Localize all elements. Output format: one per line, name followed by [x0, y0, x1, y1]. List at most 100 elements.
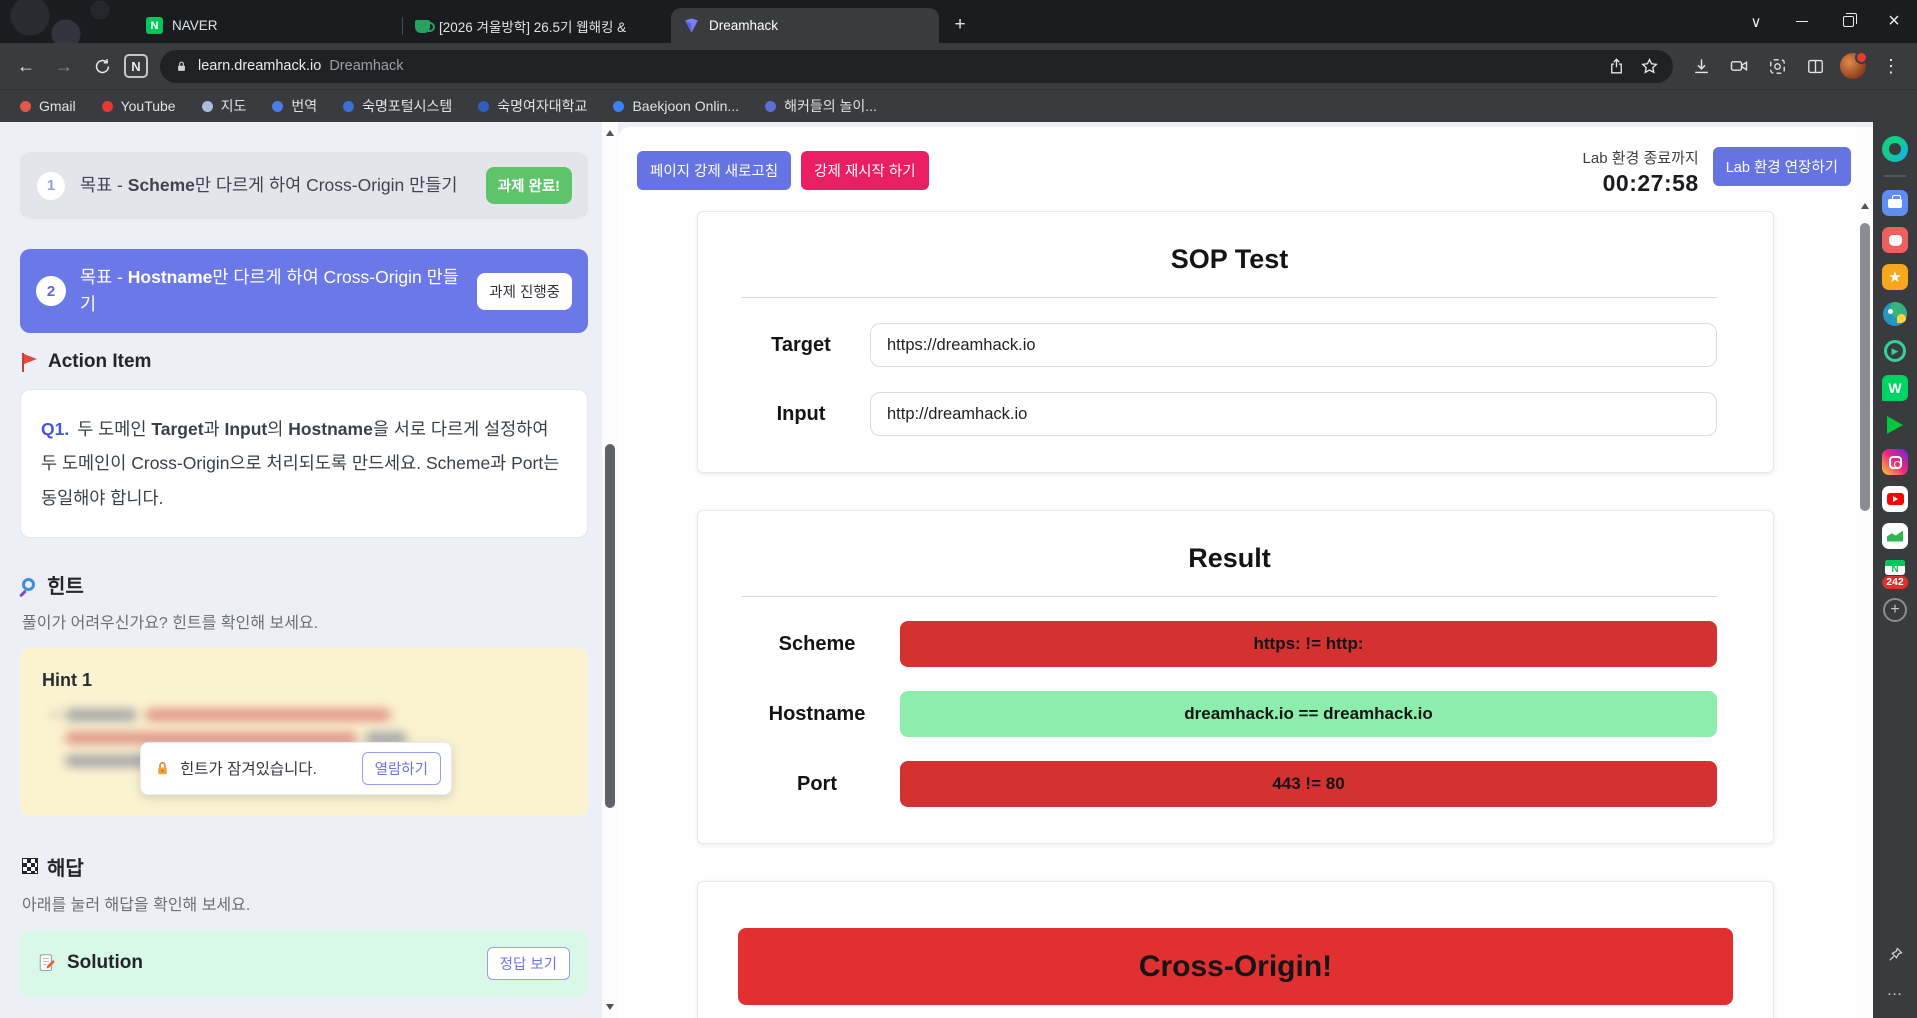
instagram-app-icon[interactable] — [1882, 449, 1908, 475]
question-card: Q1. 두 도메인 Target과 Input의 Hostname을 서로 다르게… — [20, 389, 588, 538]
task-status-badge: 과제 완료! — [485, 167, 572, 204]
tab-search-chevron-icon[interactable]: ∨ — [1750, 13, 1762, 31]
scroll-down-icon[interactable] — [602, 1000, 618, 1014]
task-number-badge: 2 — [36, 276, 66, 307]
task-number-badge: 1 — [36, 170, 66, 201]
lab-header: 페이지 강제 새로고침 강제 재시작 하기 Lab 환경 종료까지 00:27:… — [637, 147, 1851, 197]
input-input[interactable] — [870, 392, 1717, 436]
collections-icon[interactable] — [1882, 227, 1908, 253]
tab-webhacking-course[interactable]: [2026 겨울방학] 26.5기 웹해킹 & — [403, 8, 671, 43]
mail-envelope-shape: N — [1885, 560, 1905, 575]
profile-button[interactable] — [1837, 50, 1869, 82]
task-item-1[interactable]: 1 목표 - Scheme만 다르게 하여 Cross-Origin 만들기 과… — [20, 152, 588, 219]
bookmark-favicon — [20, 100, 31, 112]
sidebar-scrollbar[interactable] — [602, 122, 618, 1018]
tab-dreamhack[interactable]: Dreamhack — [671, 8, 939, 43]
bookmark-baekjoon[interactable]: Baekjoon Onlin... — [613, 98, 739, 114]
lab-main: 페이지 강제 새로고침 강제 재시작 하기 Lab 환경 종료까지 00:27:… — [618, 127, 1857, 1018]
new-tab-button[interactable]: + — [954, 14, 966, 35]
share-icon[interactable] — [1607, 57, 1626, 76]
parrot-app-icon[interactable] — [1882, 301, 1908, 327]
cross-origin-banner: Cross-Origin! — [738, 928, 1733, 1005]
answer-section-title: 해답 — [47, 857, 84, 880]
naver-tv-app-icon[interactable] — [1882, 412, 1908, 438]
bookmark-university[interactable]: 숙명여자대학교 — [478, 96, 587, 116]
downloads-button[interactable] — [1685, 50, 1717, 82]
cup-favicon — [415, 20, 435, 33]
main-scrollbar-thumb[interactable] — [1860, 223, 1870, 511]
divider — [742, 596, 1717, 597]
tab-naver[interactable]: N NAVER — [134, 8, 402, 43]
hint-section-title: 힌트 — [47, 575, 84, 598]
scroll-up-icon[interactable] — [602, 126, 618, 140]
forward-button[interactable]: → — [55, 55, 73, 76]
tab-title: [2026 겨울방학] 26.5기 웹해킹 & — [439, 19, 627, 35]
favorites-star-icon[interactable] — [1640, 57, 1659, 76]
minimize-button[interactable] — [1779, 0, 1825, 43]
target-label: Target — [771, 333, 831, 356]
browser-theme-art — [0, 0, 132, 43]
workspaces-icon[interactable] — [1882, 190, 1908, 216]
parrot-shape — [1883, 302, 1907, 326]
bookmark-label: 숙명포털시스템 — [362, 98, 453, 114]
stock-chart-app-icon[interactable] — [1882, 523, 1908, 549]
bookmark-favicon — [765, 100, 777, 112]
camera-icon — [1730, 60, 1748, 72]
sop-test-title: SOP Test — [1170, 244, 1289, 274]
view-answer-button[interactable]: 정답 보기 — [486, 946, 570, 980]
restore-icon — [1842, 13, 1857, 27]
reload-button[interactable] — [86, 50, 118, 82]
scroll-up-icon[interactable] — [1857, 199, 1873, 213]
sidebar-more-icon[interactable]: … — [1882, 978, 1908, 1004]
browser-menu-button[interactable]: ⋮ — [1882, 55, 1900, 76]
lab-panel: 페이지 강제 새로고침 강제 재시작 하기 Lab 환경 종료까지 00:27:… — [618, 127, 1873, 1018]
tab-title: NAVER — [172, 18, 218, 33]
bookmark-favicon — [201, 100, 213, 112]
answer-section-heading: 해답 — [22, 852, 588, 881]
hint-unlock-button[interactable]: 열람하기 — [361, 751, 441, 785]
youtube-app-icon[interactable] — [1882, 486, 1908, 512]
restore-button[interactable] — [1825, 0, 1871, 43]
bookmark-favicon — [101, 100, 113, 112]
web-capture-button[interactable] — [1761, 50, 1793, 82]
close-button[interactable]: × — [1888, 10, 1900, 32]
action-item-heading: Action Item — [22, 351, 588, 373]
bookmark-gmail[interactable]: Gmail — [20, 98, 76, 114]
bookmark-map[interactable]: 지도 — [201, 96, 246, 116]
sidebar-scrollbar-thumb[interactable] — [605, 444, 615, 808]
youtube-shape — [1882, 486, 1908, 512]
bookmark-label: YouTube — [120, 98, 176, 114]
bookmark-hackers[interactable]: 해커들의 놀이... — [765, 96, 877, 116]
checkered-flag-icon — [22, 858, 38, 875]
edge-sidebar: ★ ▶ W N 242 + … — [1873, 122, 1917, 1018]
favorites-icon[interactable]: ★ — [1882, 264, 1908, 290]
extend-lab-button[interactable]: Lab 환경 연장하기 — [1712, 147, 1851, 186]
scheme-label: Scheme — [778, 632, 856, 655]
camera-button[interactable] — [1723, 50, 1755, 82]
star-shape: ★ — [1882, 264, 1908, 290]
copilot-icon[interactable] — [1882, 136, 1908, 162]
play-circle-app-icon[interactable]: ▶ — [1882, 338, 1908, 364]
minimize-icon — [1796, 20, 1808, 23]
profile-avatar — [1840, 51, 1868, 79]
naver-mail-app-icon[interactable]: N 242 — [1881, 560, 1909, 590]
split-screen-button[interactable] — [1799, 50, 1831, 82]
bookmark-translate[interactable]: 번역 — [272, 96, 317, 116]
bookmark-portal[interactable]: 숙명포털시스템 — [343, 96, 452, 116]
bookmark-favicon — [272, 100, 284, 112]
bookmark-favicon — [478, 100, 490, 112]
force-reload-button[interactable]: 페이지 강제 새로고침 — [637, 151, 792, 190]
bookmark-youtube[interactable]: YouTube — [101, 98, 176, 114]
task-item-2[interactable]: 2 목표 - Hostname만 다르게 하여 Cross-Origin 만들기… — [20, 249, 588, 334]
pin-sidebar-icon[interactable] — [1882, 941, 1908, 967]
back-button[interactable]: ← — [17, 55, 35, 76]
webtoon-app-icon[interactable]: W — [1882, 375, 1908, 401]
solution-card[interactable]: Solution 정답 보기 — [20, 929, 588, 997]
naver-extension-icon[interactable]: N — [124, 54, 148, 78]
force-restart-button[interactable]: 강제 재시작 하기 — [801, 151, 929, 190]
main-scrollbar[interactable] — [1857, 127, 1873, 1018]
ellipsis-shape: … — [1886, 982, 1904, 999]
target-input[interactable] — [870, 323, 1717, 367]
address-bar[interactable]: learn.dreamhack.io Dreamhack — [160, 49, 1673, 83]
add-app-icon[interactable]: + — [1882, 597, 1908, 623]
